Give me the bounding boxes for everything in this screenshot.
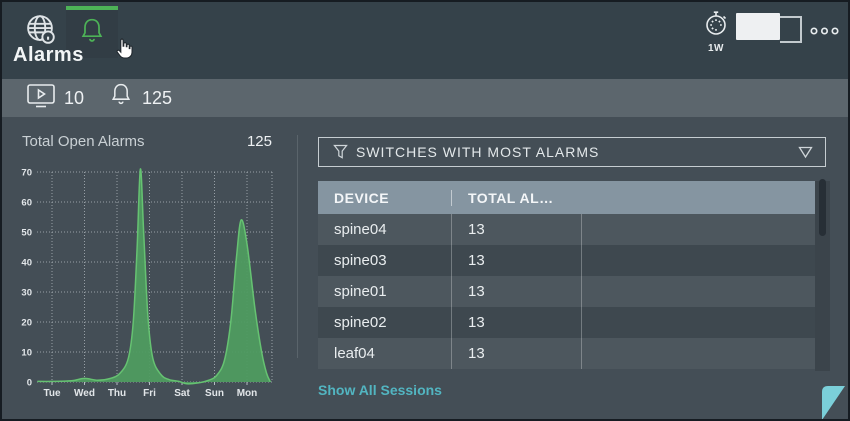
bell-icon xyxy=(108,81,134,115)
cell-empty xyxy=(581,214,815,245)
alarm-count: 125 xyxy=(142,87,173,108)
cell-empty xyxy=(581,245,815,276)
cell-total: 13 xyxy=(451,245,581,276)
card-size-option[interactable] xyxy=(780,16,802,43)
cell-device: spine03 xyxy=(334,252,387,269)
table-row[interactable]: spine03 13 xyxy=(318,245,815,276)
show-all-sessions-link[interactable]: Show All Sessions xyxy=(318,382,442,398)
top-bar: Alarms 1W xyxy=(0,0,850,79)
monitor-play-icon xyxy=(26,82,56,115)
svg-text:20: 20 xyxy=(21,318,32,329)
table-row[interactable]: leaf04 13 xyxy=(318,338,815,369)
cell-empty xyxy=(581,338,815,369)
cell-total: 13 xyxy=(451,338,581,369)
bell-icon xyxy=(77,16,107,53)
col-device[interactable]: DEVICE xyxy=(334,189,390,206)
svg-text:Sat: Sat xyxy=(174,388,190,399)
svg-text:50: 50 xyxy=(21,228,32,239)
svg-text:Mon: Mon xyxy=(237,388,258,399)
screen-count: 10 xyxy=(64,87,85,108)
svg-text:30: 30 xyxy=(21,288,32,299)
cell-device: spine01 xyxy=(334,283,387,300)
cell-empty xyxy=(581,276,815,307)
card-corner-fold-icon[interactable] xyxy=(822,386,846,421)
table-row[interactable]: spine04 13 xyxy=(318,214,815,245)
nav-network-tab[interactable] xyxy=(14,6,66,58)
table-scrollbar-thumb[interactable] xyxy=(819,179,826,236)
filter-dropdown[interactable]: SWITCHES WITH MOST ALARMS xyxy=(318,137,826,167)
svg-text:Thu: Thu xyxy=(108,388,126,399)
cell-total: 13 xyxy=(451,214,581,245)
svg-text:Fri: Fri xyxy=(143,388,156,399)
ellipsis-menu-icon[interactable] xyxy=(810,23,840,41)
table-header-row: DEVICE TOTAL AL… xyxy=(318,181,815,214)
chart-title: Total Open Alarms xyxy=(22,133,145,150)
svg-text:0: 0 xyxy=(27,378,32,389)
cell-empty xyxy=(581,307,815,338)
chart-total-value: 125 xyxy=(246,133,272,150)
stopwatch-icon xyxy=(702,9,730,42)
nav-alarms-tab-active[interactable] xyxy=(66,6,118,58)
globe-info-icon xyxy=(21,11,59,54)
filter-label: SWITCHES WITH MOST ALARMS xyxy=(356,144,600,160)
cell-total: 13 xyxy=(451,276,581,307)
cell-total: 13 xyxy=(451,307,581,338)
svg-text:10: 10 xyxy=(21,348,32,359)
svg-text:40: 40 xyxy=(21,258,32,269)
alarms-table: DEVICE TOTAL AL… spine04 13 spine03 13 s… xyxy=(318,181,815,369)
triangle-down-icon xyxy=(798,146,813,159)
svg-text:Wed: Wed xyxy=(74,388,95,399)
time-range-label: 1W xyxy=(708,43,724,54)
funnel-icon xyxy=(333,144,348,161)
card-size-selected[interactable] xyxy=(736,13,780,40)
time-range-control[interactable]: 1W xyxy=(702,9,730,54)
total-open-alarms-header: Total Open Alarms 125 xyxy=(22,133,272,150)
cell-device: spine02 xyxy=(334,314,387,331)
panel-divider xyxy=(297,135,298,358)
svg-text:60: 60 xyxy=(21,198,32,209)
table-row[interactable]: spine01 13 xyxy=(318,276,815,307)
total-open-alarms-chart: 0 10 20 30 40 50 60 70 Tue Wed Thu Fri Sat Sun Mon xyxy=(21,168,273,399)
table-row[interactable]: spine02 13 xyxy=(318,307,815,338)
table-scrollbar-track[interactable] xyxy=(815,179,830,371)
svg-text:Sun: Sun xyxy=(205,388,224,399)
summary-bar: 10 125 xyxy=(0,79,850,117)
page-title: Alarms xyxy=(13,44,84,66)
col-total-alarms[interactable]: TOTAL AL… xyxy=(451,189,581,206)
cell-device: leaf04 xyxy=(334,345,375,362)
svg-text:Tue: Tue xyxy=(43,388,60,399)
top-right-controls: 1W xyxy=(702,9,840,54)
svg-text:70: 70 xyxy=(21,168,32,179)
cell-device: spine04 xyxy=(334,221,387,238)
